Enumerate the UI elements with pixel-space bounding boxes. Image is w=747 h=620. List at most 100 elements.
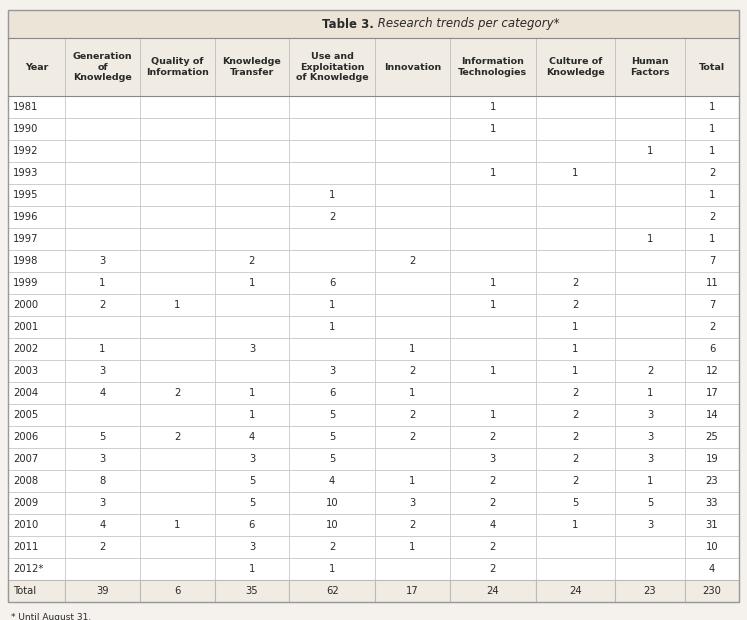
Text: 24: 24 bbox=[569, 586, 582, 596]
Text: 1: 1 bbox=[489, 300, 496, 310]
Text: 33: 33 bbox=[706, 498, 718, 508]
Bar bbox=[65, 470, 140, 492]
Bar bbox=[214, 184, 289, 206]
Text: 1: 1 bbox=[409, 344, 415, 354]
Bar bbox=[615, 206, 685, 228]
Bar bbox=[289, 470, 375, 492]
Text: 1996: 1996 bbox=[13, 212, 39, 222]
Bar bbox=[140, 118, 214, 140]
Bar bbox=[65, 162, 140, 184]
Text: Quality of
Information: Quality of Information bbox=[146, 57, 208, 77]
Bar bbox=[450, 228, 536, 250]
Bar bbox=[65, 558, 140, 580]
Text: 35: 35 bbox=[246, 586, 258, 596]
Text: 4: 4 bbox=[329, 476, 335, 486]
Bar bbox=[8, 470, 65, 492]
Bar bbox=[615, 470, 685, 492]
Bar bbox=[450, 426, 536, 448]
Bar bbox=[65, 580, 140, 602]
Text: 1990: 1990 bbox=[13, 124, 38, 134]
Text: 1: 1 bbox=[409, 388, 415, 398]
Text: 31: 31 bbox=[706, 520, 719, 530]
Bar bbox=[375, 360, 450, 382]
Bar bbox=[8, 118, 65, 140]
Bar bbox=[375, 162, 450, 184]
Text: 2: 2 bbox=[174, 432, 181, 442]
Bar bbox=[685, 580, 739, 602]
Text: 2: 2 bbox=[409, 520, 415, 530]
Text: 62: 62 bbox=[326, 586, 338, 596]
Bar bbox=[140, 96, 214, 118]
Bar bbox=[685, 558, 739, 580]
Bar bbox=[140, 580, 214, 602]
Text: 1: 1 bbox=[489, 124, 496, 134]
Text: 2: 2 bbox=[572, 476, 578, 486]
Bar bbox=[536, 448, 615, 470]
Text: 2: 2 bbox=[489, 564, 496, 574]
Text: 5: 5 bbox=[329, 432, 335, 442]
Bar bbox=[140, 360, 214, 382]
Bar bbox=[8, 360, 65, 382]
Text: 8: 8 bbox=[99, 476, 105, 486]
Bar bbox=[375, 382, 450, 404]
Text: 5: 5 bbox=[329, 410, 335, 420]
Bar bbox=[375, 140, 450, 162]
Text: 1: 1 bbox=[572, 366, 578, 376]
Bar bbox=[214, 558, 289, 580]
Text: 1: 1 bbox=[409, 542, 415, 552]
Bar bbox=[140, 558, 214, 580]
Text: 3: 3 bbox=[249, 454, 255, 464]
Bar bbox=[536, 184, 615, 206]
Text: 3: 3 bbox=[647, 454, 653, 464]
Text: 1: 1 bbox=[647, 234, 653, 244]
Text: Total: Total bbox=[13, 586, 36, 596]
Bar bbox=[140, 184, 214, 206]
Bar bbox=[375, 96, 450, 118]
Bar bbox=[450, 558, 536, 580]
Text: 1: 1 bbox=[709, 102, 715, 112]
Bar bbox=[685, 316, 739, 338]
Bar bbox=[8, 96, 65, 118]
Text: 2: 2 bbox=[409, 366, 415, 376]
Bar bbox=[536, 96, 615, 118]
Bar bbox=[65, 426, 140, 448]
Bar bbox=[615, 382, 685, 404]
Bar bbox=[289, 448, 375, 470]
Bar bbox=[450, 140, 536, 162]
Text: 6: 6 bbox=[329, 278, 335, 288]
Bar bbox=[140, 404, 214, 426]
Bar bbox=[8, 250, 65, 272]
Text: 17: 17 bbox=[406, 586, 419, 596]
Bar bbox=[289, 228, 375, 250]
Bar bbox=[375, 294, 450, 316]
Text: 1998: 1998 bbox=[13, 256, 38, 266]
Text: 1992: 1992 bbox=[13, 146, 39, 156]
Text: 2002: 2002 bbox=[13, 344, 38, 354]
Text: 2: 2 bbox=[572, 388, 578, 398]
Text: 1: 1 bbox=[709, 124, 715, 134]
Bar bbox=[289, 140, 375, 162]
Text: 2: 2 bbox=[329, 542, 335, 552]
Bar bbox=[140, 338, 214, 360]
Text: 2: 2 bbox=[647, 366, 653, 376]
Text: 24: 24 bbox=[486, 586, 499, 596]
Bar bbox=[685, 448, 739, 470]
Bar bbox=[536, 272, 615, 294]
Text: 1: 1 bbox=[709, 234, 715, 244]
Bar bbox=[685, 404, 739, 426]
Bar bbox=[615, 228, 685, 250]
Bar bbox=[140, 426, 214, 448]
Bar bbox=[289, 38, 375, 96]
Bar bbox=[214, 162, 289, 184]
Bar bbox=[536, 426, 615, 448]
Bar bbox=[450, 250, 536, 272]
Bar bbox=[289, 250, 375, 272]
Bar bbox=[8, 492, 65, 514]
Bar bbox=[8, 514, 65, 536]
Bar bbox=[375, 514, 450, 536]
Bar bbox=[536, 536, 615, 558]
Bar bbox=[214, 382, 289, 404]
Text: 3: 3 bbox=[329, 366, 335, 376]
Text: 3: 3 bbox=[99, 454, 105, 464]
Text: 1999: 1999 bbox=[13, 278, 39, 288]
